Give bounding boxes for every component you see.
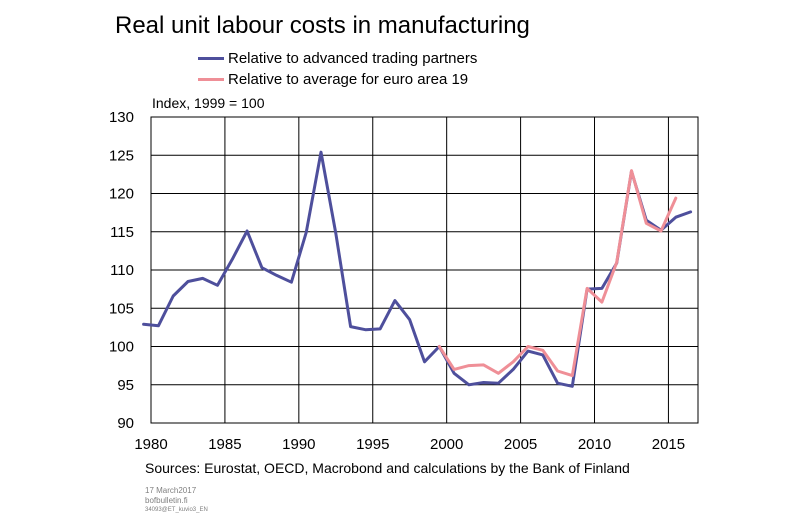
y-tick-label: 115 (110, 224, 134, 241)
x-tick-label: 1980 (134, 436, 167, 453)
footer-code: 34093@ET_kuvio3_EN (145, 507, 208, 513)
legend-item-euro-area: Relative to average for euro area 19 (198, 69, 477, 90)
legend-swatch-advanced-partners (198, 57, 224, 60)
y-axis-unit-label: Index, 1999 = 100 (152, 95, 265, 111)
series-line-euro-area (437, 169, 678, 378)
y-tick-label: 95 (117, 377, 134, 394)
x-tick-label: 2000 (430, 436, 463, 453)
x-tick-label: 2015 (652, 436, 685, 453)
y-tick-label: 105 (109, 300, 134, 317)
legend-label-advanced-partners: Relative to advanced trading partners (228, 50, 478, 67)
y-tick-label: 90 (117, 415, 134, 432)
sources-note: Sources: Eurostat, OECD, Macrobond and c… (145, 460, 630, 476)
chart-title: Real unit labour costs in manufacturing (115, 12, 530, 39)
legend-item-advanced-partners: Relative to advanced trading partners (198, 48, 477, 69)
x-tick-label: 1990 (282, 436, 315, 453)
footer-date: 17 March2017 (145, 486, 197, 495)
chart-legend: Relative to advanced trading partners Re… (198, 48, 477, 90)
legend-label-euro-area: Relative to average for euro area 19 (228, 71, 469, 88)
x-tick-label: 2010 (578, 436, 611, 453)
line-chart: 90 95 100 105 110 115 120 125 130 1980 1985 1990 199… (109, 109, 699, 453)
y-tick-label: 100 (109, 339, 134, 356)
footer-site: bofbulletin.fi (145, 496, 188, 505)
footer: 17 March2017 bofbulletin.fi 34093@ET_kuv… (145, 486, 208, 514)
plot-frame (150, 116, 699, 424)
y-tick-label: 110 (110, 262, 134, 279)
x-tick-label: 1995 (356, 436, 389, 453)
legend-swatch-euro-area (198, 78, 224, 81)
y-tick-label: 125 (109, 147, 134, 164)
y-tick-label: 130 (109, 109, 134, 126)
y-tick-label: 120 (109, 186, 134, 203)
x-tick-label: 2005 (504, 436, 537, 453)
x-tick-label: 1985 (208, 436, 241, 453)
series-line-advanced-partners (142, 150, 693, 388)
